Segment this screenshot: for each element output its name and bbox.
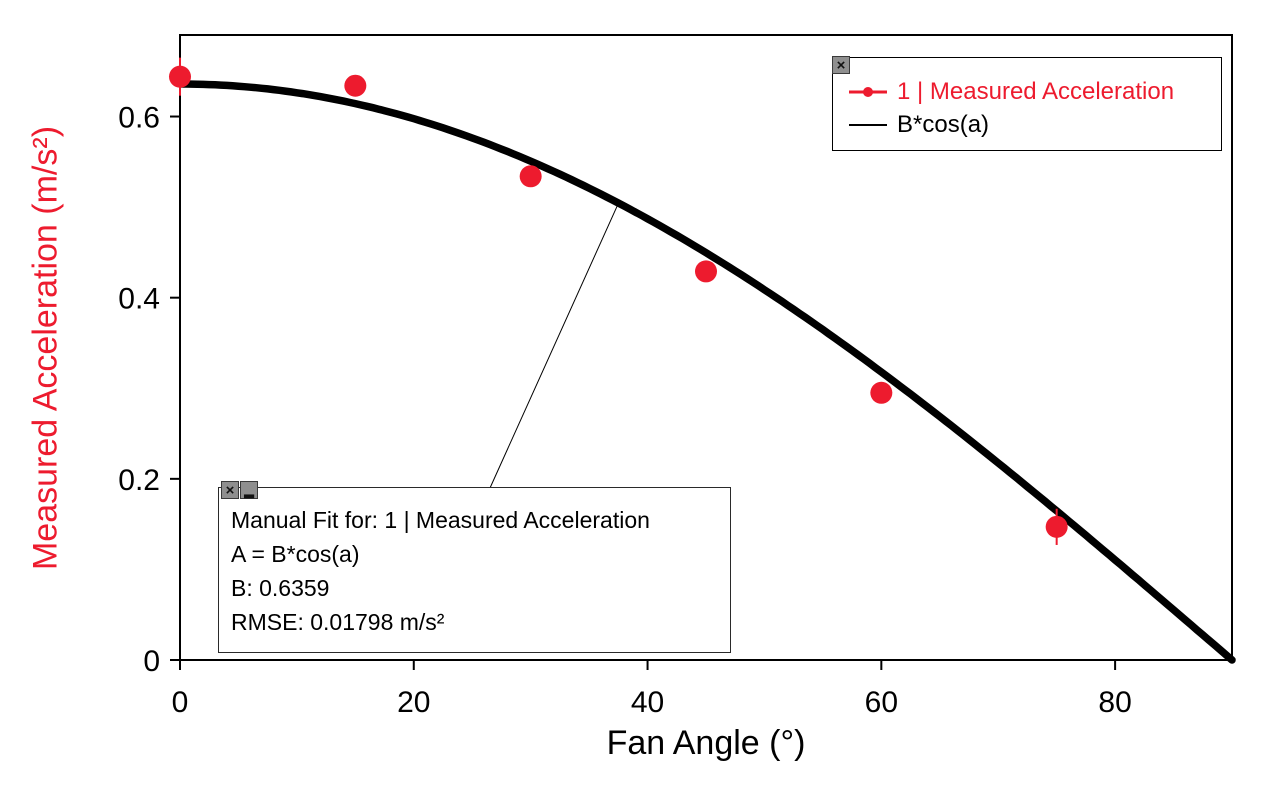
legend-label-fit: B*cos(a) bbox=[897, 110, 990, 138]
scatter-series-marker-icon bbox=[849, 76, 887, 107]
x-tick-label: 60 bbox=[865, 686, 898, 719]
data-point[interactable] bbox=[695, 260, 717, 283]
legend-entry-measured-acceleration[interactable]: 1 | Measured Acceleration bbox=[849, 76, 1209, 107]
y-tick-label: 0.6 bbox=[118, 102, 160, 135]
fit-equation: A = B*cos(a) bbox=[231, 541, 360, 567]
fit-box-minimize-icon[interactable]: ▂ bbox=[240, 481, 258, 499]
legend-label-measured: 1 | Measured Acceleration bbox=[897, 77, 1175, 105]
annotation-connector-line bbox=[489, 203, 619, 489]
minimize-glyph: ▂ bbox=[244, 482, 254, 498]
x-tick-label: 20 bbox=[397, 686, 430, 719]
y-tick-label: 0.2 bbox=[118, 464, 160, 497]
data-point[interactable] bbox=[1045, 515, 1068, 538]
x-tick-label: 40 bbox=[631, 686, 664, 719]
y-tick-label: 0 bbox=[143, 645, 160, 678]
x-tick-label: 80 bbox=[1098, 686, 1131, 719]
legend-close-icon[interactable]: × bbox=[832, 56, 850, 74]
plot-frame bbox=[179, 34, 1233, 661]
data-point[interactable] bbox=[870, 381, 893, 404]
data-point[interactable] bbox=[344, 74, 367, 97]
legend[interactable]: × 1 | Measured Acceleration B*cos(a) bbox=[832, 56, 1222, 151]
fit-coefficient-b: B: 0.6359 bbox=[231, 575, 330, 601]
fit-title: Manual Fit for: 1 | Measured Acceleratio… bbox=[231, 507, 650, 533]
legend-entry-fit[interactable]: B*cos(a) bbox=[849, 109, 1209, 140]
close-glyph: × bbox=[836, 56, 846, 74]
y-axis-label: Measured Acceleration (m/s²) bbox=[26, 125, 65, 571]
close-glyph: × bbox=[225, 481, 235, 499]
y-tick-label: 0.4 bbox=[118, 283, 160, 316]
manual-fit-box[interactable]: × ▂ Manual Fit for: 1 | Measured Acceler… bbox=[218, 481, 731, 653]
x-tick-label: 0 bbox=[172, 686, 189, 719]
fit-line-marker-icon bbox=[849, 109, 887, 140]
data-point[interactable] bbox=[169, 65, 191, 88]
data-point[interactable] bbox=[519, 165, 542, 188]
fit-box-close-icon[interactable]: × bbox=[221, 481, 239, 499]
fit-rmse: RMSE: 0.01798 m/s² bbox=[231, 609, 445, 635]
x-axis-label: Fan Angle (°) bbox=[606, 724, 806, 762]
